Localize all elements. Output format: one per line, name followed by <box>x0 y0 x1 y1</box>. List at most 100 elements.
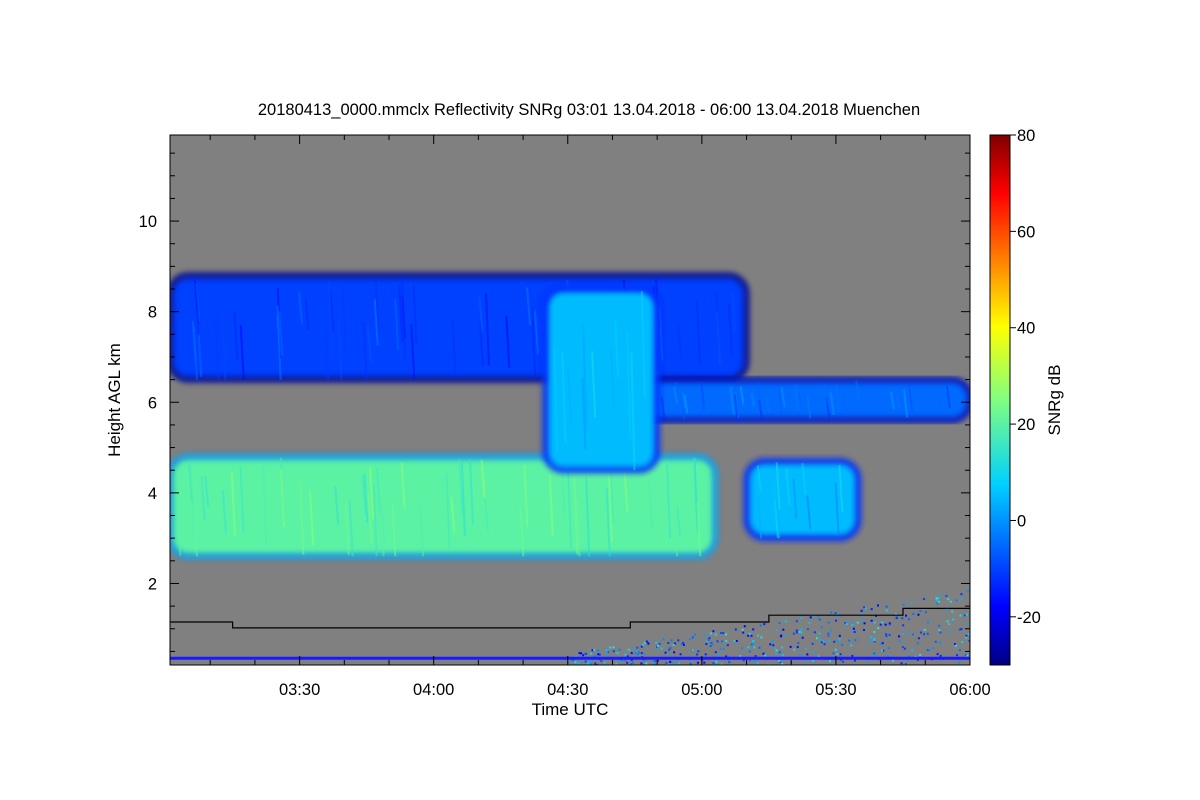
clutter-point <box>718 654 721 657</box>
cloud-streak <box>700 381 706 410</box>
clutter-point <box>905 614 908 617</box>
clutter-point <box>780 634 783 637</box>
cloud-streak <box>640 291 646 398</box>
clutter-point <box>939 631 942 634</box>
clutter-point <box>690 661 693 664</box>
clutter-point <box>783 634 786 637</box>
clutter-point <box>851 654 854 657</box>
cloud-streak <box>729 389 734 414</box>
clutter-point <box>936 602 939 605</box>
cloud-streak <box>561 351 567 443</box>
colorbar-tick-label: 0 <box>1017 512 1026 530</box>
clutter-point <box>716 640 719 643</box>
clutter-point <box>612 650 615 653</box>
clutter-point <box>714 633 717 636</box>
clutter-point <box>576 662 579 665</box>
colorbar-gradient <box>989 134 1011 666</box>
clutter-point <box>662 638 665 641</box>
cloud-streak <box>230 472 236 536</box>
clutter-point <box>756 662 759 665</box>
y-tick-label: 10 <box>139 213 157 231</box>
clutter-point <box>844 622 847 625</box>
cloud-streak <box>519 505 525 557</box>
cloud-edge <box>170 272 750 383</box>
x-tick-label: 05:00 <box>681 681 722 699</box>
clutter-point <box>652 661 655 664</box>
clutter-point <box>964 653 967 656</box>
clutter-point <box>711 643 714 646</box>
cloud-streak <box>480 459 486 499</box>
clutter-point <box>891 659 894 662</box>
clutter-point <box>804 647 807 650</box>
cloud-feature <box>609 376 970 424</box>
clutter-point <box>607 651 610 654</box>
cloud-streak <box>528 281 534 321</box>
cloud-streak <box>533 311 539 354</box>
cloud-streak <box>526 287 532 326</box>
clutter-point <box>902 603 905 606</box>
cloud-streak <box>394 298 400 351</box>
cloud-streak <box>176 497 182 556</box>
clutter-point <box>769 643 772 646</box>
clutter-point <box>854 639 857 642</box>
clutter-point <box>670 661 673 664</box>
cloud-streak <box>295 485 301 517</box>
clutter-point <box>741 628 744 631</box>
cloud-streak <box>609 468 615 524</box>
clutter-point <box>598 653 601 656</box>
clutter-point <box>838 638 841 641</box>
clutter-point <box>757 634 760 637</box>
clutter-point <box>939 641 942 644</box>
cloud-streak <box>505 315 511 368</box>
clutter-point <box>679 653 682 656</box>
step-line <box>170 607 970 629</box>
clutter-point <box>709 645 712 648</box>
clutter-point <box>836 640 839 643</box>
clutter-point <box>781 662 784 665</box>
cloud-streak <box>733 394 739 421</box>
clutter-point <box>759 624 762 627</box>
cloud-streak <box>233 313 239 361</box>
x-tick-label: 05:30 <box>815 681 856 699</box>
chart-title: 20180413_0000.mmclx Reflectivity SNRg 03… <box>258 101 920 119</box>
clutter-point <box>709 632 712 635</box>
clutter-point <box>958 628 961 631</box>
clutter-point <box>916 642 919 645</box>
clutter-point <box>630 662 633 665</box>
clutter-point <box>733 640 736 643</box>
cloud-streak <box>750 392 756 407</box>
clutter-point <box>667 641 670 644</box>
clutter-point <box>673 642 676 645</box>
cloud-streak <box>775 462 781 510</box>
cloud-streak <box>553 346 559 453</box>
cloud-streak <box>890 391 895 410</box>
clutter-point <box>578 652 581 655</box>
cloud-streak <box>623 471 629 512</box>
clutter-point <box>860 609 863 612</box>
clutter-point <box>630 658 633 661</box>
clutter-point <box>945 609 948 612</box>
clutter-point <box>626 661 629 664</box>
clutter-point <box>820 626 823 629</box>
clutter-point <box>908 618 911 621</box>
clutter-point <box>960 597 963 600</box>
cloud-streak <box>681 391 687 409</box>
clutter-point <box>778 651 781 654</box>
y-tick-label: 4 <box>148 485 157 503</box>
clutter-point <box>916 658 919 661</box>
clutter-point <box>778 659 781 662</box>
clutter-point <box>773 646 776 649</box>
clutter-point <box>927 649 930 652</box>
clutter-point <box>771 640 774 643</box>
clutter-point <box>926 632 929 635</box>
clutter-point <box>850 621 853 624</box>
clutter-point <box>767 663 770 665</box>
clutter-point <box>728 661 731 664</box>
clutter-point <box>722 632 725 635</box>
cloud-streak <box>362 322 368 380</box>
clutter-point <box>801 636 804 639</box>
clutter-point <box>591 649 594 652</box>
clutter-point <box>881 649 884 652</box>
clutter-point <box>590 652 593 655</box>
clutter-point <box>775 628 778 631</box>
